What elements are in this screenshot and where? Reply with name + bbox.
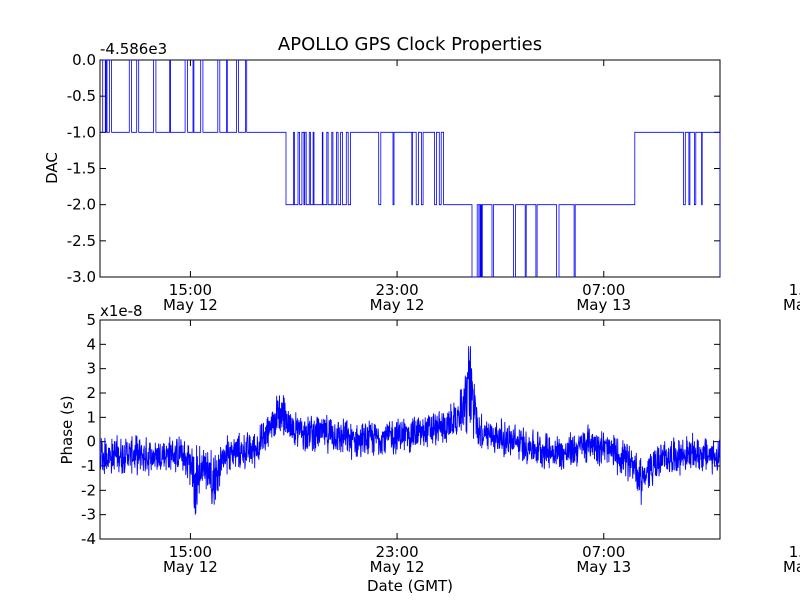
y-tick-label: -1.5 (67, 160, 96, 178)
y-tick-label: -4 (81, 530, 96, 548)
dac-axes: -4.586e3 DAC 0.0 -0.5 -1.0 -1.5 -2.0 -2.5 -3.0… (43, 40, 800, 314)
x-tick-time: 15:00 (789, 543, 800, 561)
y-tick-label: -1 (81, 457, 96, 475)
dac-line (100, 59, 721, 278)
phase-ylabel: Phase (s) (58, 395, 76, 464)
y-tick-label: -3.0 (67, 268, 96, 286)
x-tick-date: May 13 (783, 558, 800, 576)
y-tick-label: -1.0 (67, 123, 96, 141)
dac-ylabel: DAC (43, 152, 61, 184)
y-tick-label: 0 (86, 433, 96, 451)
x-tick-time: 07:00 (582, 543, 625, 561)
dac-series (100, 59, 721, 278)
y-tick-label: -2.5 (67, 232, 96, 250)
x-tick-date: May 12 (370, 558, 425, 576)
y-tick-label: 0.0 (72, 51, 96, 69)
phase-series (99, 346, 721, 515)
y-tick-label: -2 (81, 481, 96, 499)
x-tick-time: 15:00 (169, 281, 212, 299)
x-tick-time: 23:00 (375, 281, 418, 299)
x-tick-date: May 13 (576, 558, 631, 576)
x-tick-date: May 12 (163, 296, 218, 314)
chart-title: APOLLO GPS Clock Properties (278, 34, 542, 55)
x-tick-time: 23:00 (375, 543, 418, 561)
phase-scale-label: x1e-8 (100, 302, 143, 320)
phase-line (99, 346, 721, 515)
phase-plot-frame (99, 319, 721, 540)
x-tick-date: May 13 (783, 296, 800, 314)
x-tick-time: 15:00 (789, 281, 800, 299)
y-tick-label: -0.5 (67, 87, 96, 105)
x-axis-label: Date (GMT) (367, 577, 453, 595)
x-tick-time: 15:00 (169, 543, 212, 561)
x-tick-time: 07:00 (582, 281, 625, 299)
dac-offset-label: -4.586e3 (100, 40, 167, 58)
y-tick-label: 5 (86, 311, 96, 329)
y-tick-label: 1 (86, 408, 96, 426)
dac-plot-frame (99, 59, 721, 278)
y-tick-label: 2 (86, 384, 96, 402)
x-tick-date: May 13 (576, 296, 631, 314)
y-tick-label: -3 (81, 506, 96, 524)
x-tick-date: May 12 (370, 296, 425, 314)
y-tick-label: 3 (86, 360, 96, 378)
x-tick-date: May 12 (163, 558, 218, 576)
y-tick-label: -2.0 (67, 196, 96, 214)
y-tick-label: 4 (86, 335, 96, 353)
